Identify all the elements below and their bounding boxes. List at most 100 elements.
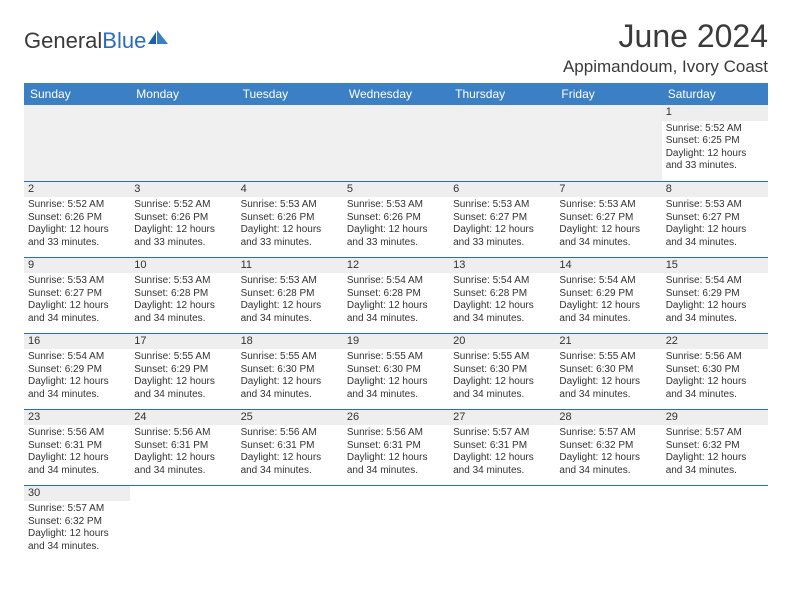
sunset-text: Sunset: 6:26 PM (347, 212, 445, 225)
sunset-text: Sunset: 6:31 PM (134, 440, 232, 453)
daylight2-text: and 34 minutes. (28, 541, 126, 554)
day-cell (555, 105, 661, 181)
daylight2-text: and 34 minutes. (28, 465, 126, 478)
day-cell: 20Sunrise: 5:55 AMSunset: 6:30 PMDayligh… (449, 333, 555, 409)
daylight1-text: Daylight: 12 hours (347, 376, 445, 389)
day-number: 26 (343, 410, 449, 426)
day-cell (555, 485, 661, 561)
day-number: 21 (555, 334, 661, 350)
sunrise-text: Sunrise: 5:53 AM (241, 199, 339, 212)
sunrise-text: Sunrise: 5:56 AM (241, 427, 339, 440)
day-cell: 29Sunrise: 5:57 AMSunset: 6:32 PMDayligh… (662, 409, 768, 485)
daylight2-text: and 34 minutes. (559, 465, 657, 478)
daylight1-text: Daylight: 12 hours (28, 376, 126, 389)
daylight2-text: and 34 minutes. (666, 237, 764, 250)
daylight1-text: Daylight: 12 hours (241, 376, 339, 389)
day-cell: 19Sunrise: 5:55 AMSunset: 6:30 PMDayligh… (343, 333, 449, 409)
daylight1-text: Daylight: 12 hours (453, 376, 551, 389)
sunrise-text: Sunrise: 5:56 AM (347, 427, 445, 440)
weekday-header: Monday (130, 83, 236, 105)
daylight2-text: and 34 minutes. (28, 313, 126, 326)
weekday-header: Tuesday (237, 83, 343, 105)
day-number: 22 (662, 334, 768, 350)
daylight2-text: and 34 minutes. (241, 389, 339, 402)
sunset-text: Sunset: 6:28 PM (134, 288, 232, 301)
sunset-text: Sunset: 6:28 PM (453, 288, 551, 301)
sunrise-text: Sunrise: 5:53 AM (559, 199, 657, 212)
day-cell: 9Sunrise: 5:53 AMSunset: 6:27 PMDaylight… (24, 257, 130, 333)
daylight2-text: and 34 minutes. (666, 465, 764, 478)
sunset-text: Sunset: 6:25 PM (666, 135, 764, 148)
daylight2-text: and 34 minutes. (241, 465, 339, 478)
sunrise-text: Sunrise: 5:56 AM (134, 427, 232, 440)
day-number: 7 (555, 182, 661, 198)
daylight1-text: Daylight: 12 hours (666, 224, 764, 237)
day-number: 17 (130, 334, 236, 350)
day-cell: 4Sunrise: 5:53 AMSunset: 6:26 PMDaylight… (237, 181, 343, 257)
calendar-row: 9Sunrise: 5:53 AMSunset: 6:27 PMDaylight… (24, 257, 768, 333)
sunset-text: Sunset: 6:26 PM (134, 212, 232, 225)
day-cell: 2Sunrise: 5:52 AMSunset: 6:26 PMDaylight… (24, 181, 130, 257)
day-number: 15 (662, 258, 768, 274)
day-cell: 1Sunrise: 5:52 AMSunset: 6:25 PMDaylight… (662, 105, 768, 181)
day-cell: 26Sunrise: 5:56 AMSunset: 6:31 PMDayligh… (343, 409, 449, 485)
sunrise-text: Sunrise: 5:57 AM (28, 503, 126, 516)
day-cell: 8Sunrise: 5:53 AMSunset: 6:27 PMDaylight… (662, 181, 768, 257)
daylight1-text: Daylight: 12 hours (559, 452, 657, 465)
day-cell (343, 485, 449, 561)
sunset-text: Sunset: 6:31 PM (28, 440, 126, 453)
weekday-header: Friday (555, 83, 661, 105)
brand-logo: GeneralBlue (24, 18, 170, 58)
sunrise-text: Sunrise: 5:54 AM (28, 351, 126, 364)
daylight2-text: and 34 minutes. (453, 465, 551, 478)
daylight2-text: and 34 minutes. (347, 313, 445, 326)
sunrise-text: Sunrise: 5:55 AM (347, 351, 445, 364)
sunrise-text: Sunrise: 5:55 AM (559, 351, 657, 364)
sunset-text: Sunset: 6:28 PM (347, 288, 445, 301)
day-cell: 16Sunrise: 5:54 AMSunset: 6:29 PMDayligh… (24, 333, 130, 409)
sunrise-text: Sunrise: 5:57 AM (453, 427, 551, 440)
daylight1-text: Daylight: 12 hours (28, 300, 126, 313)
day-cell: 14Sunrise: 5:54 AMSunset: 6:29 PMDayligh… (555, 257, 661, 333)
day-number: 4 (237, 182, 343, 198)
sunset-text: Sunset: 6:30 PM (347, 364, 445, 377)
day-cell: 22Sunrise: 5:56 AMSunset: 6:30 PMDayligh… (662, 333, 768, 409)
sunrise-text: Sunrise: 5:53 AM (347, 199, 445, 212)
day-cell: 3Sunrise: 5:52 AMSunset: 6:26 PMDaylight… (130, 181, 236, 257)
day-cell (130, 105, 236, 181)
daylight1-text: Daylight: 12 hours (134, 452, 232, 465)
sunrise-text: Sunrise: 5:54 AM (559, 275, 657, 288)
day-cell: 15Sunrise: 5:54 AMSunset: 6:29 PMDayligh… (662, 257, 768, 333)
brand-part1: General (24, 28, 102, 54)
weekday-header: Wednesday (343, 83, 449, 105)
sunset-text: Sunset: 6:29 PM (134, 364, 232, 377)
daylight2-text: and 34 minutes. (134, 313, 232, 326)
sunrise-text: Sunrise: 5:57 AM (666, 427, 764, 440)
day-cell (449, 485, 555, 561)
sunset-text: Sunset: 6:28 PM (241, 288, 339, 301)
day-number: 3 (130, 182, 236, 198)
daylight2-text: and 34 minutes. (134, 389, 232, 402)
sunset-text: Sunset: 6:32 PM (666, 440, 764, 453)
daylight1-text: Daylight: 12 hours (453, 452, 551, 465)
daylight2-text: and 33 minutes. (347, 237, 445, 250)
daylight1-text: Daylight: 12 hours (666, 376, 764, 389)
daylight1-text: Daylight: 12 hours (134, 224, 232, 237)
sunrise-text: Sunrise: 5:55 AM (241, 351, 339, 364)
calendar-row: 2Sunrise: 5:52 AMSunset: 6:26 PMDaylight… (24, 181, 768, 257)
daylight1-text: Daylight: 12 hours (453, 224, 551, 237)
daylight2-text: and 34 minutes. (666, 313, 764, 326)
title-block: June 2024 Appimandoum, Ivory Coast (563, 18, 768, 77)
daylight2-text: and 34 minutes. (241, 313, 339, 326)
sunrise-text: Sunrise: 5:54 AM (347, 275, 445, 288)
sunrise-text: Sunrise: 5:53 AM (134, 275, 232, 288)
daylight1-text: Daylight: 12 hours (28, 224, 126, 237)
day-number: 8 (662, 182, 768, 198)
day-cell: 5Sunrise: 5:53 AMSunset: 6:26 PMDaylight… (343, 181, 449, 257)
day-cell: 7Sunrise: 5:53 AMSunset: 6:27 PMDaylight… (555, 181, 661, 257)
daylight1-text: Daylight: 12 hours (28, 528, 126, 541)
sunrise-text: Sunrise: 5:54 AM (666, 275, 764, 288)
sunrise-text: Sunrise: 5:56 AM (666, 351, 764, 364)
day-cell: 30Sunrise: 5:57 AMSunset: 6:32 PMDayligh… (24, 485, 130, 561)
day-number: 12 (343, 258, 449, 274)
